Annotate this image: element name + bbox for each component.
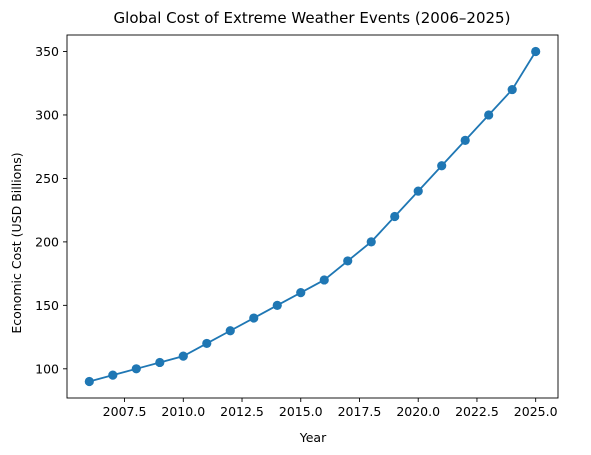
data-point bbox=[249, 313, 259, 323]
y-tick-label: 100 bbox=[35, 361, 59, 376]
data-point bbox=[296, 288, 306, 298]
plot-area-frame bbox=[66, 34, 559, 399]
data-point bbox=[319, 275, 329, 285]
x-tick-label: 2025.0 bbox=[514, 404, 558, 419]
data-point bbox=[484, 110, 494, 120]
data-point bbox=[155, 357, 165, 368]
x-tick-label: 2010.0 bbox=[161, 404, 205, 419]
y-tick-label: 150 bbox=[35, 298, 59, 313]
data-point bbox=[272, 300, 282, 310]
series-line bbox=[89, 51, 537, 383]
x-tick-label: 2017.5 bbox=[338, 404, 382, 419]
y-tick-label: 200 bbox=[35, 234, 59, 249]
x-tick-label: 2020.0 bbox=[396, 404, 440, 419]
y-tick-label: 300 bbox=[35, 107, 59, 122]
data-point bbox=[390, 211, 400, 222]
data-point bbox=[225, 326, 235, 336]
y-tick-label: 250 bbox=[35, 171, 59, 186]
y-axis-ticks: 100 150 200 250 300 350 bbox=[35, 44, 67, 376]
data-point bbox=[108, 370, 118, 380]
x-axis-label: Year bbox=[299, 430, 327, 445]
y-tick-label: 350 bbox=[35, 44, 59, 59]
y-axis-label: Economic Cost (USD Billions) bbox=[9, 152, 24, 333]
data-point bbox=[507, 84, 517, 95]
data-point bbox=[131, 364, 141, 374]
data-point bbox=[366, 237, 376, 247]
data-point bbox=[460, 135, 470, 145]
series-points bbox=[84, 46, 541, 387]
x-tick-label: 2022.5 bbox=[455, 404, 499, 419]
data-point bbox=[437, 161, 447, 171]
x-tick-label: 2007.5 bbox=[103, 404, 147, 419]
data-point bbox=[84, 376, 94, 387]
data-point bbox=[202, 338, 212, 349]
x-tick-label: 2012.5 bbox=[220, 404, 264, 419]
data-point bbox=[413, 186, 423, 196]
x-tick-label: 2015.0 bbox=[279, 404, 323, 419]
chart-title: Global Cost of Extreme Weather Events (2… bbox=[114, 9, 511, 27]
data-point bbox=[531, 46, 541, 57]
x-axis-ticks: 2007.5 2010.0 2012.5 2015.0 2017.5 2020.0 2022… bbox=[103, 398, 558, 419]
data-point bbox=[178, 351, 188, 361]
data-point bbox=[343, 256, 353, 266]
